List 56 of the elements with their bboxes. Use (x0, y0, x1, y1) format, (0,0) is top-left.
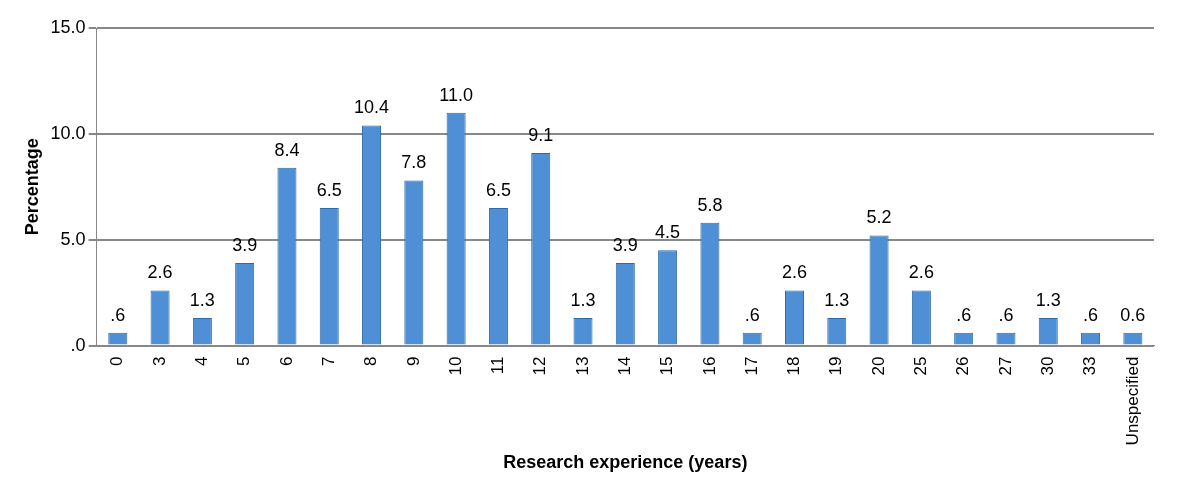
data-label: 3.9 (232, 234, 258, 255)
x-tick-label: 25 (911, 356, 931, 376)
data-label: 3.9 (612, 234, 638, 255)
y-tick-label: 10.0 (50, 122, 86, 143)
x-tick-label: 17 (741, 356, 761, 376)
data-label: .6 (998, 304, 1014, 325)
x-tick-label: 14 (615, 356, 634, 376)
x-tick-label: 19 (826, 356, 846, 376)
data-label: 7.8 (401, 152, 427, 173)
x-tick-label: 16 (699, 356, 719, 376)
x-tick-label: 5 (234, 356, 254, 367)
data-label: 4.5 (655, 222, 681, 243)
data-label: .6 (110, 304, 126, 325)
data-label: 0.6 (1120, 304, 1146, 325)
x-tick-label: 9 (403, 356, 423, 367)
x-tick-label: 30 (1037, 356, 1057, 376)
data-label: 9.1 (528, 124, 554, 145)
x-tick-label: 18 (784, 356, 804, 376)
x-tick-label: Unspecified (1122, 356, 1142, 446)
data-label: 5.8 (697, 194, 723, 215)
data-label: 1.3 (824, 290, 850, 311)
data-label: 2.6 (781, 262, 808, 283)
data-label: 1.3 (189, 290, 215, 311)
x-tick-label: 12 (530, 356, 550, 376)
x-tick-label: 11 (488, 356, 508, 375)
data-label: 8.4 (274, 139, 300, 160)
x-tick-label: 7 (318, 356, 338, 367)
x-tick-label: 10 (445, 356, 465, 376)
x-tick-label: 20 (868, 356, 888, 376)
y-tick-label: 5.0 (60, 228, 86, 249)
x-tick-label: 6 (276, 356, 296, 367)
x-tick-label: 4 (192, 356, 212, 367)
data-label: 1.3 (1035, 290, 1061, 311)
x-tick-label: 15 (657, 356, 677, 376)
data-label: .6 (1083, 304, 1099, 325)
data-label: 6.5 (316, 179, 342, 200)
y-tick-label: 15.0 (50, 16, 86, 37)
x-tick-label: 26 (953, 356, 973, 376)
data-label: 10.4 (354, 97, 390, 118)
data-label: 2.6 (908, 262, 934, 283)
x-tick-label: 3 (149, 356, 169, 367)
x-axis-title: Research experience (years) (503, 452, 748, 473)
data-label: 6.5 (485, 179, 511, 200)
data-label: 2.6 (147, 262, 173, 283)
x-tick-label: 13 (572, 356, 592, 376)
y-tick-label: .0 (70, 334, 86, 355)
data-label: 1.3 (570, 290, 596, 311)
x-tick-label: 33 (1080, 356, 1100, 376)
data-label: .6 (956, 304, 972, 325)
x-tick-label: 8 (361, 356, 381, 367)
y-axis-title: Percentage (21, 138, 42, 236)
data-label: 11.0 (439, 84, 473, 105)
x-tick-label: 0 (107, 356, 127, 367)
data-label: .6 (744, 304, 760, 325)
x-tick-label: 27 (995, 356, 1015, 376)
data-label: 5.2 (866, 207, 892, 228)
